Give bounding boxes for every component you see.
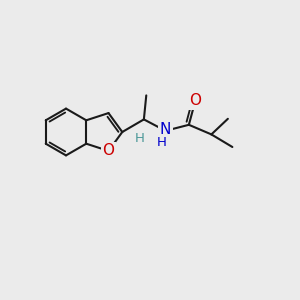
Text: O: O [190,93,202,108]
Text: H: H [157,136,167,149]
Text: N: N [160,122,171,137]
Text: O: O [103,143,115,158]
Text: H: H [134,131,144,145]
